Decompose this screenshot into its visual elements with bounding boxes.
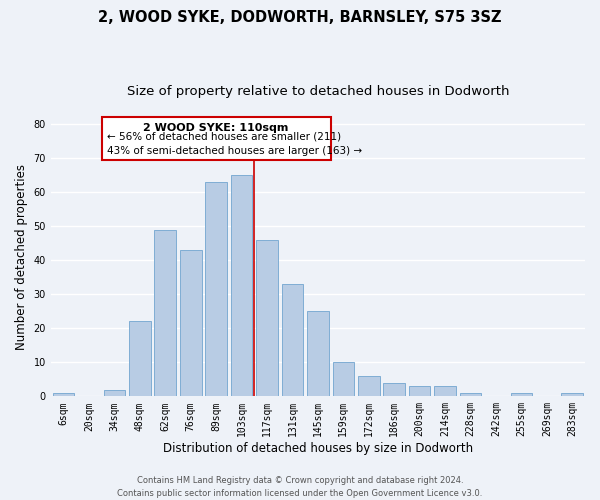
Y-axis label: Number of detached properties: Number of detached properties — [15, 164, 28, 350]
Title: Size of property relative to detached houses in Dodworth: Size of property relative to detached ho… — [127, 85, 509, 98]
Bar — [434, 386, 456, 396]
Bar — [358, 376, 380, 396]
Bar — [205, 182, 227, 396]
Bar — [460, 393, 481, 396]
Bar — [383, 382, 405, 396]
Text: 43% of semi-detached houses are larger (163) →: 43% of semi-detached houses are larger (… — [107, 146, 362, 156]
Bar — [180, 250, 202, 396]
Text: ← 56% of detached houses are smaller (211): ← 56% of detached houses are smaller (21… — [107, 132, 341, 141]
Bar — [281, 284, 303, 397]
Bar — [332, 362, 354, 396]
Text: 2 WOOD SYKE: 110sqm: 2 WOOD SYKE: 110sqm — [143, 123, 289, 133]
Bar — [562, 393, 583, 396]
Text: 2, WOOD SYKE, DODWORTH, BARNSLEY, S75 3SZ: 2, WOOD SYKE, DODWORTH, BARNSLEY, S75 3S… — [98, 10, 502, 25]
Bar — [129, 322, 151, 396]
Bar — [256, 240, 278, 396]
X-axis label: Distribution of detached houses by size in Dodworth: Distribution of detached houses by size … — [163, 442, 473, 455]
Bar — [154, 230, 176, 396]
Bar — [104, 390, 125, 396]
Bar — [409, 386, 430, 396]
FancyBboxPatch shape — [101, 117, 331, 160]
Bar — [307, 311, 329, 396]
Text: Contains HM Land Registry data © Crown copyright and database right 2024.
Contai: Contains HM Land Registry data © Crown c… — [118, 476, 482, 498]
Bar — [53, 393, 74, 396]
Bar — [231, 175, 253, 396]
Bar — [511, 393, 532, 396]
